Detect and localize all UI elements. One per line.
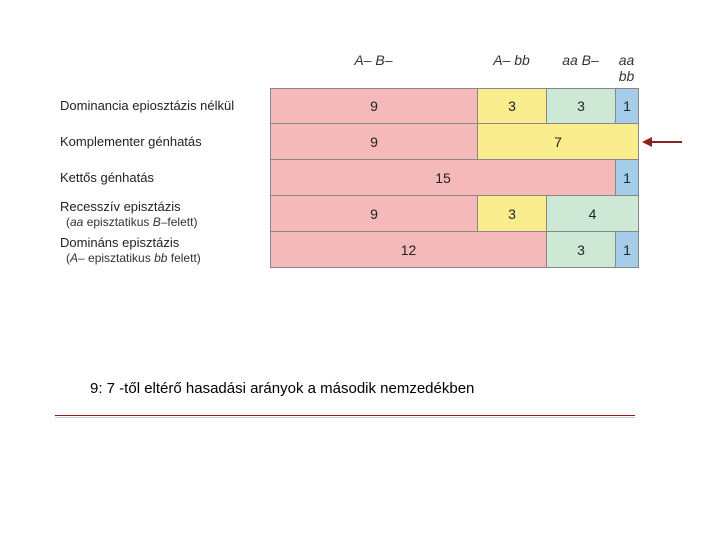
header-cell: A– bb [477,52,546,88]
segment-cell: 3 [547,89,616,123]
segment-cell: 1 [616,160,639,195]
caption: 9: 7 -től eltérő hasadási arányok a máso… [90,380,474,397]
row-sublabel: (A– episztatikus bb felett) [60,251,270,265]
bar-area: 1231 [270,232,639,268]
segment-cell: 9 [271,89,478,123]
segment-cell: 4 [547,196,639,231]
segment-cell: 7 [478,124,639,159]
header-cell: aa bb [615,52,638,88]
header-cell: aa B– [546,52,615,88]
header-cells: A– B–A– bbaa B–aa bb [270,52,638,88]
rows-area: Dominancia epiosztázis nélkül9331Komplem… [60,88,680,268]
chart-row: Komplementer génhatás97 [60,124,680,160]
row-label-block: Domináns episztázis(A– episztatikus bb f… [60,235,270,265]
segment-cell: 1 [616,232,639,267]
bar-area: 9331 [270,88,639,124]
segment-cell: 9 [271,124,478,159]
arrow-head-icon [642,137,652,147]
row-label: Komplementer génhatás [60,134,270,150]
row-label-block: Kettős génhatás [60,170,270,186]
segment-cell: 3 [478,196,547,231]
row-sublabel: (aa episztatikus B–felett) [60,215,270,229]
bar-area: 151 [270,160,639,196]
segment-cell: 1 [616,89,639,123]
row-label: Recesszív episztázis [60,199,270,215]
row-label-block: Dominancia epiosztázis nélkül [60,98,270,114]
segment-cell: 9 [271,196,478,231]
chart-row: Recesszív episztázis(aa episztatikus B–f… [60,196,680,232]
bar-area: 97 [270,124,639,160]
header-row: A– B–A– bbaa B–aa bb [60,60,680,88]
row-label-block: Komplementer génhatás [60,134,270,150]
chart-row: Kettős génhatás151 [60,160,680,196]
row-label-block: Recesszív episztázis(aa episztatikus B–f… [60,199,270,229]
diagram-container: A– B–A– bbaa B–aa bb Dominancia epiosztá… [60,60,680,268]
chart-row: Dominancia epiosztázis nélkül9331 [60,88,680,124]
arrow-line [652,141,682,143]
header-cell: A– B– [270,52,477,88]
pointer-arrow [642,141,682,143]
row-label: Dominancia epiosztázis nélkül [60,98,270,114]
bottom-divider [55,415,635,417]
segment-cell: 3 [547,232,616,267]
chart-row: Domináns episztázis(A– episztatikus bb f… [60,232,680,268]
segment-cell: 15 [271,160,616,195]
row-label: Domináns episztázis [60,235,270,251]
segment-cell: 12 [271,232,547,267]
segment-cell: 3 [478,89,547,123]
row-label: Kettős génhatás [60,170,270,186]
bar-area: 934 [270,196,639,232]
